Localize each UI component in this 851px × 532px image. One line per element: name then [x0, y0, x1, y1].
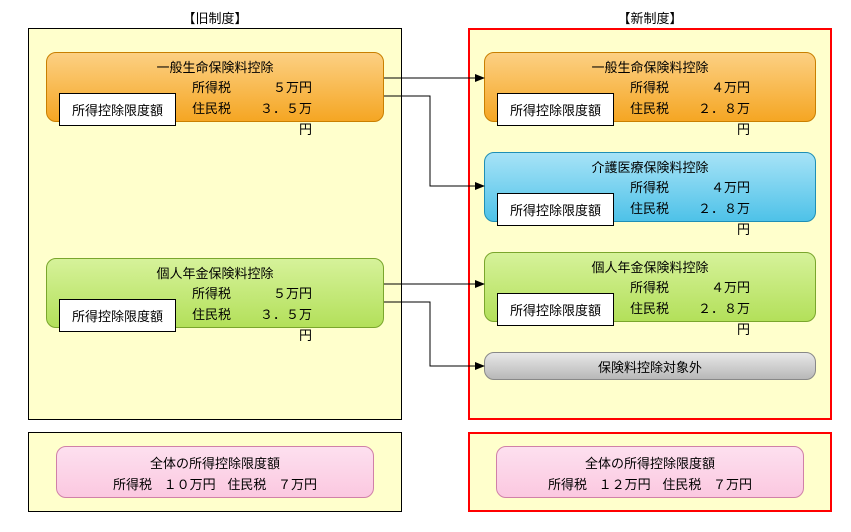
limit-label-box: 所得控除限度額 — [497, 293, 614, 326]
card-title: 一般生命保険料控除 — [59, 57, 371, 76]
limit-label-box: 所得控除限度額 — [59, 299, 176, 332]
resident-tax-label: 住民税 — [630, 99, 686, 141]
income-tax-label: 所得税 — [192, 284, 248, 305]
old-system-header: 【旧制度】 — [28, 8, 402, 27]
income-tax-label: 所得税 — [548, 477, 587, 492]
income-tax-value: ４万円 — [686, 278, 750, 299]
resident-tax-label: 住民税 — [192, 305, 248, 347]
income-tax-label: 所得税 — [630, 178, 686, 199]
resident-tax-label: 住民税 — [630, 199, 686, 241]
new-nursing-medical-card: 介護医療保険料控除 所得控除限度額 所得税４万円 住民税２．８万円 — [484, 152, 816, 222]
limit-label-box: 所得控除限度額 — [497, 193, 614, 226]
resident-tax-label: 住民税 — [630, 299, 686, 341]
total-values: 所得税 １２万円 住民税 ７万円 — [509, 474, 791, 493]
new-pension-card: 個人年金保険料控除 所得控除限度額 所得税４万円 住民税２．８万円 — [484, 252, 816, 322]
income-tax-label: 所得税 — [630, 278, 686, 299]
card-title: 介護医療保険料控除 — [497, 157, 803, 176]
resident-tax-value: ３．５万円 — [248, 305, 312, 347]
amount-rows: 所得税４万円 住民税２．８万円 — [630, 178, 750, 240]
old-pension-card: 個人年金保険料控除 所得控除限度額 所得税５万円 住民税３．５万円 — [46, 258, 384, 328]
resident-tax-value: ３．５万円 — [248, 99, 312, 141]
limit-label-box: 所得控除限度額 — [59, 93, 176, 126]
total-title: 全体の所得控除限度額 — [509, 453, 791, 472]
total-values: 所得税 １０万円 住民税 ７万円 — [69, 474, 361, 493]
resident-tax-value: ７万円 — [278, 477, 317, 492]
income-tax-value: １２万円 — [599, 477, 651, 492]
excluded-bar: 保険料控除対象外 — [484, 352, 816, 380]
card-title: 個人年金保険料控除 — [59, 263, 371, 282]
new-general-life-card: 一般生命保険料控除 所得控除限度額 所得税４万円 住民税２．８万円 — [484, 52, 816, 122]
amount-rows: 所得税５万円 住民税３．５万円 — [192, 284, 312, 346]
new-system-header: 【新制度】 — [468, 8, 832, 27]
card-title: 一般生命保険料控除 — [497, 57, 803, 76]
resident-tax-label: 住民税 — [662, 477, 701, 492]
resident-tax-label: 住民税 — [227, 477, 266, 492]
new-total-card: 全体の所得控除限度額 所得税 １２万円 住民税 ７万円 — [496, 446, 804, 498]
old-general-life-card: 一般生命保険料控除 所得控除限度額 所得税５万円 住民税３．５万円 — [46, 52, 384, 122]
resident-tax-value: ２．８万円 — [686, 299, 750, 341]
income-tax-label: 所得税 — [192, 78, 248, 99]
resident-tax-value: ２．８万円 — [686, 99, 750, 141]
resident-tax-value: ７万円 — [713, 477, 752, 492]
income-tax-value: ４万円 — [686, 178, 750, 199]
income-tax-value: １０万円 — [164, 477, 216, 492]
card-title: 個人年金保険料控除 — [497, 257, 803, 276]
income-tax-value: ５万円 — [248, 78, 312, 99]
old-total-card: 全体の所得控除限度額 所得税 １０万円 住民税 ７万円 — [56, 446, 374, 498]
income-tax-label: 所得税 — [630, 78, 686, 99]
resident-tax-label: 住民税 — [192, 99, 248, 141]
income-tax-value: ５万円 — [248, 284, 312, 305]
amount-rows: 所得税５万円 住民税３．５万円 — [192, 78, 312, 140]
amount-rows: 所得税４万円 住民税２．８万円 — [630, 78, 750, 140]
income-tax-label: 所得税 — [113, 477, 152, 492]
total-title: 全体の所得控除限度額 — [69, 453, 361, 472]
resident-tax-value: ２．８万円 — [686, 199, 750, 241]
limit-label-box: 所得控除限度額 — [497, 93, 614, 126]
income-tax-value: ４万円 — [686, 78, 750, 99]
amount-rows: 所得税４万円 住民税２．８万円 — [630, 278, 750, 340]
